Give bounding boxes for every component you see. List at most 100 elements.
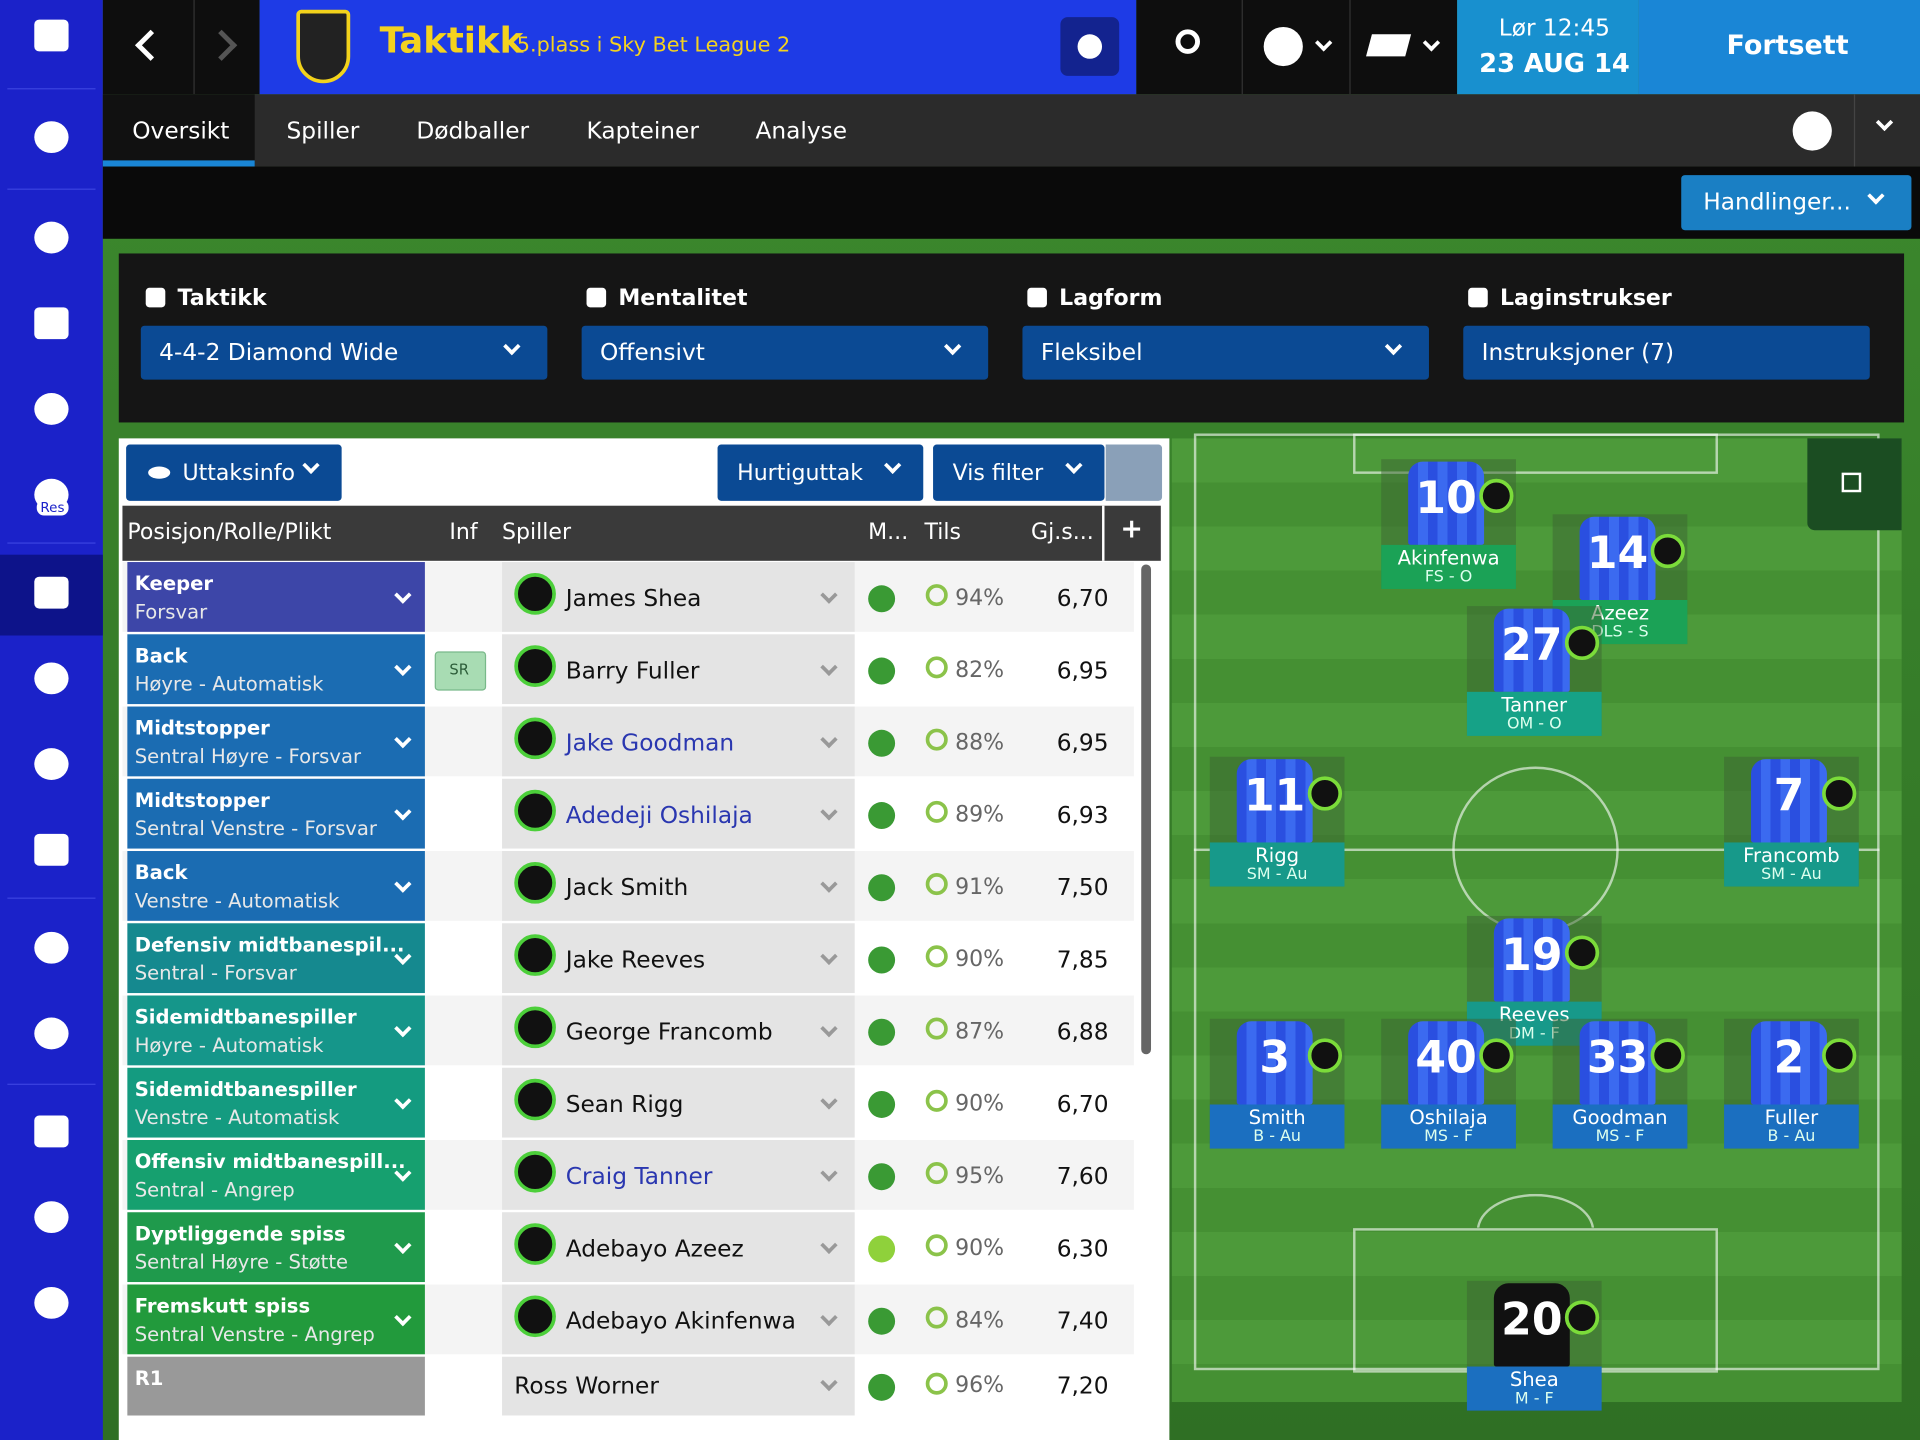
position-cell[interactable]: Back Venstre - Automatisk: [127, 851, 425, 921]
player-card[interactable]: 7 Francomb SM - Au: [1724, 756, 1859, 887]
sidebar-button[interactable]: [0, 371, 103, 452]
player-card[interactable]: 40 Oshilaja MS - F: [1381, 1018, 1516, 1149]
tab[interactable]: Analyse: [726, 94, 848, 166]
player-cell[interactable]: Craig Tanner: [502, 1140, 855, 1210]
tab-label[interactable]: Kapteiner: [586, 117, 699, 145]
tab[interactable]: Dødballer: [387, 94, 557, 166]
player-cell[interactable]: Barry Fuller: [502, 634, 855, 705]
position-cell[interactable]: Midtstopper Sentral Høyre - Forsvar: [127, 706, 425, 777]
table-row[interactable]: Dyptliggende spiss Sentral Høyre - Støtte…: [122, 1212, 1134, 1283]
table-row[interactable]: Keeper Forsvar James Shea 94% 6,70: [122, 562, 1134, 632]
table-row[interactable]: Sidemidtbanespiller Venstre - Automatisk S…: [122, 1067, 1134, 1138]
position-cell[interactable]: Offensiv midtbanespill... Sentral - Angre…: [127, 1140, 425, 1210]
player-cell[interactable]: James Shea: [502, 562, 855, 632]
sidebar-button[interactable]: [0, 0, 103, 78]
tab-label[interactable]: Analyse: [755, 117, 848, 145]
actions-label[interactable]: Handlinger...: [1703, 188, 1851, 216]
tab-label[interactable]: Dødballer: [416, 117, 530, 145]
player-cell[interactable]: Sean Rigg: [502, 1067, 855, 1138]
player-cell[interactable]: Jake Reeves: [502, 923, 855, 994]
player-name[interactable]: Ross Worner: [514, 1372, 659, 1400]
player-card[interactable]: 20 Shea M - F: [1466, 1280, 1602, 1411]
position-cell[interactable]: Sidemidtbanespiller Venstre - Automatisk: [127, 1067, 425, 1138]
position-cell[interactable]: Keeper Forsvar: [127, 562, 425, 632]
table-row[interactable]: Midtstopper Sentral Venstre - Forsvar Aded…: [122, 778, 1134, 849]
position-cell[interactable]: Midtstopper Sentral Venstre - Forsvar: [127, 778, 425, 849]
player-name[interactable]: Adedeji Oshilaja: [565, 802, 753, 829]
tab[interactable]: Oversikt: [102, 94, 255, 167]
player-card[interactable]: 2 Fuller B - Au: [1724, 1018, 1859, 1149]
table-row[interactable]: Midtstopper Sentral Høyre - Forsvar Jake G…: [122, 706, 1134, 777]
position-cell[interactable]: Sidemidtbanespiller Høyre - Automatisk: [127, 995, 425, 1066]
player-card[interactable]: 10 Akinfenwa FS - O: [1381, 459, 1516, 589]
setting-value[interactable]: Instruksjoner (7): [1481, 339, 1675, 367]
sidebar-button[interactable]: [0, 457, 103, 538]
table-row[interactable]: R1 Ross Worner 96% 7,20: [122, 1356, 1134, 1416]
filter-button[interactable]: Vis filter: [933, 444, 1105, 501]
actions-button[interactable]: Handlinger...: [1681, 175, 1912, 231]
position-cell[interactable]: Dyptliggende spiss Sentral Høyre - Støtte: [127, 1212, 425, 1283]
player-name[interactable]: Jack Smith: [565, 874, 689, 902]
selection-info-button[interactable]: Uttaksinfo: [126, 444, 342, 501]
player-cell[interactable]: Adebayo Akinfenwa: [502, 1284, 855, 1355]
player-name[interactable]: James Shea: [565, 585, 702, 613]
setting-value[interactable]: Fleksibel: [1040, 339, 1143, 367]
tab[interactable]: Kapteiner: [557, 94, 699, 166]
sidebar-button[interactable]: [0, 996, 103, 1077]
player-cell[interactable]: Adebayo Azeez: [502, 1212, 855, 1283]
player-name[interactable]: Adebayo Azeez: [565, 1235, 744, 1263]
column-header[interactable]: Inf: [449, 519, 478, 545]
player-card[interactable]: 3 Smith B - Au: [1209, 1018, 1345, 1149]
panel-toggle[interactable]: [1807, 438, 1902, 531]
sidebar-button[interactable]: [0, 726, 103, 807]
column-header[interactable]: +: [1120, 514, 1143, 545]
continue-button[interactable]: Fortsett: [1638, 0, 1920, 95]
player-name[interactable]: Adebayo Akinfenwa: [565, 1307, 796, 1335]
back-button[interactable]: [103, 0, 195, 95]
tab-label[interactable]: Spiller: [286, 117, 360, 145]
player-card[interactable]: 14 Azeez DLS - S: [1552, 514, 1688, 645]
player-name[interactable]: Sean Rigg: [565, 1091, 684, 1118]
sidebar-button[interactable]: [0, 1179, 103, 1260]
player-cell[interactable]: Jake Goodman: [502, 706, 855, 777]
setting-value[interactable]: Offensivt: [600, 339, 705, 367]
filter-button-label[interactable]: Vis filter: [952, 460, 1044, 487]
player-card[interactable]: 27 Tanner OM - O: [1466, 606, 1602, 736]
table-row[interactable]: Fremskutt spiss Sentral Venstre - Angrep A…: [122, 1284, 1134, 1355]
sidebar-button[interactable]: [0, 200, 103, 281]
lock-button[interactable]: [1105, 444, 1163, 501]
table-row[interactable]: Defensiv midtbanespil... Sentral - Forsva…: [122, 923, 1134, 994]
sidebar-button[interactable]: [0, 640, 103, 721]
sidebar-button[interactable]: [0, 285, 103, 366]
table-row[interactable]: Back Høyre - Automatisk SR Barry Fuller 82% 6…: [122, 634, 1134, 705]
sidebar-button[interactable]: [0, 99, 103, 180]
continue-label[interactable]: Fortsett: [1726, 30, 1849, 62]
sidebar-button[interactable]: [0, 1265, 103, 1346]
setting-dropdown[interactable]: Fleksibel: [1022, 325, 1429, 380]
player-cell[interactable]: Jack Smith: [502, 851, 855, 921]
sidebar-button[interactable]: [0, 910, 103, 991]
selection-info-button-label[interactable]: Uttaksinfo: [182, 460, 295, 487]
player-cell[interactable]: Ross Worner: [502, 1356, 855, 1416]
player-name[interactable]: Craig Tanner: [565, 1163, 713, 1191]
player-cell[interactable]: George Francomb: [502, 995, 855, 1066]
sidebar-button[interactable]: [0, 1093, 103, 1174]
column-header[interactable]: Spiller: [502, 519, 572, 545]
search-button[interactable]: [1136, 0, 1243, 95]
setting-dropdown[interactable]: 4-4-2 Diamond Wide: [140, 325, 548, 380]
table-row[interactable]: Back Venstre - Automatisk Jack Smith 91% 7,5…: [122, 851, 1134, 921]
setting-dropdown[interactable]: Instruksjoner (7): [1463, 325, 1870, 380]
scrollbar[interactable]: [1141, 564, 1152, 1055]
player-name[interactable]: Jake Goodman: [565, 729, 735, 757]
help-button[interactable]: [1792, 111, 1832, 151]
player-name[interactable]: Barry Fuller: [565, 657, 700, 685]
quick-pick-button[interactable]: Hurtiguttak: [717, 444, 924, 501]
position-cell[interactable]: Fremskutt spiss Sentral Venstre - Angrep: [127, 1284, 425, 1355]
position-cell[interactable]: Defensiv midtbanespil... Sentral - Forsva…: [127, 923, 425, 994]
sidebar-button[interactable]: [0, 554, 103, 636]
title-dropdown[interactable]: [1060, 17, 1120, 76]
column-header[interactable]: Posisjon/Rolle/Plikt: [127, 519, 332, 545]
table-row[interactable]: Sidemidtbanespiller Høyre - Automatisk Geo…: [122, 995, 1134, 1066]
player-cell[interactable]: Adedeji Oshilaja: [502, 778, 855, 849]
player-name[interactable]: George Francomb: [565, 1018, 773, 1046]
